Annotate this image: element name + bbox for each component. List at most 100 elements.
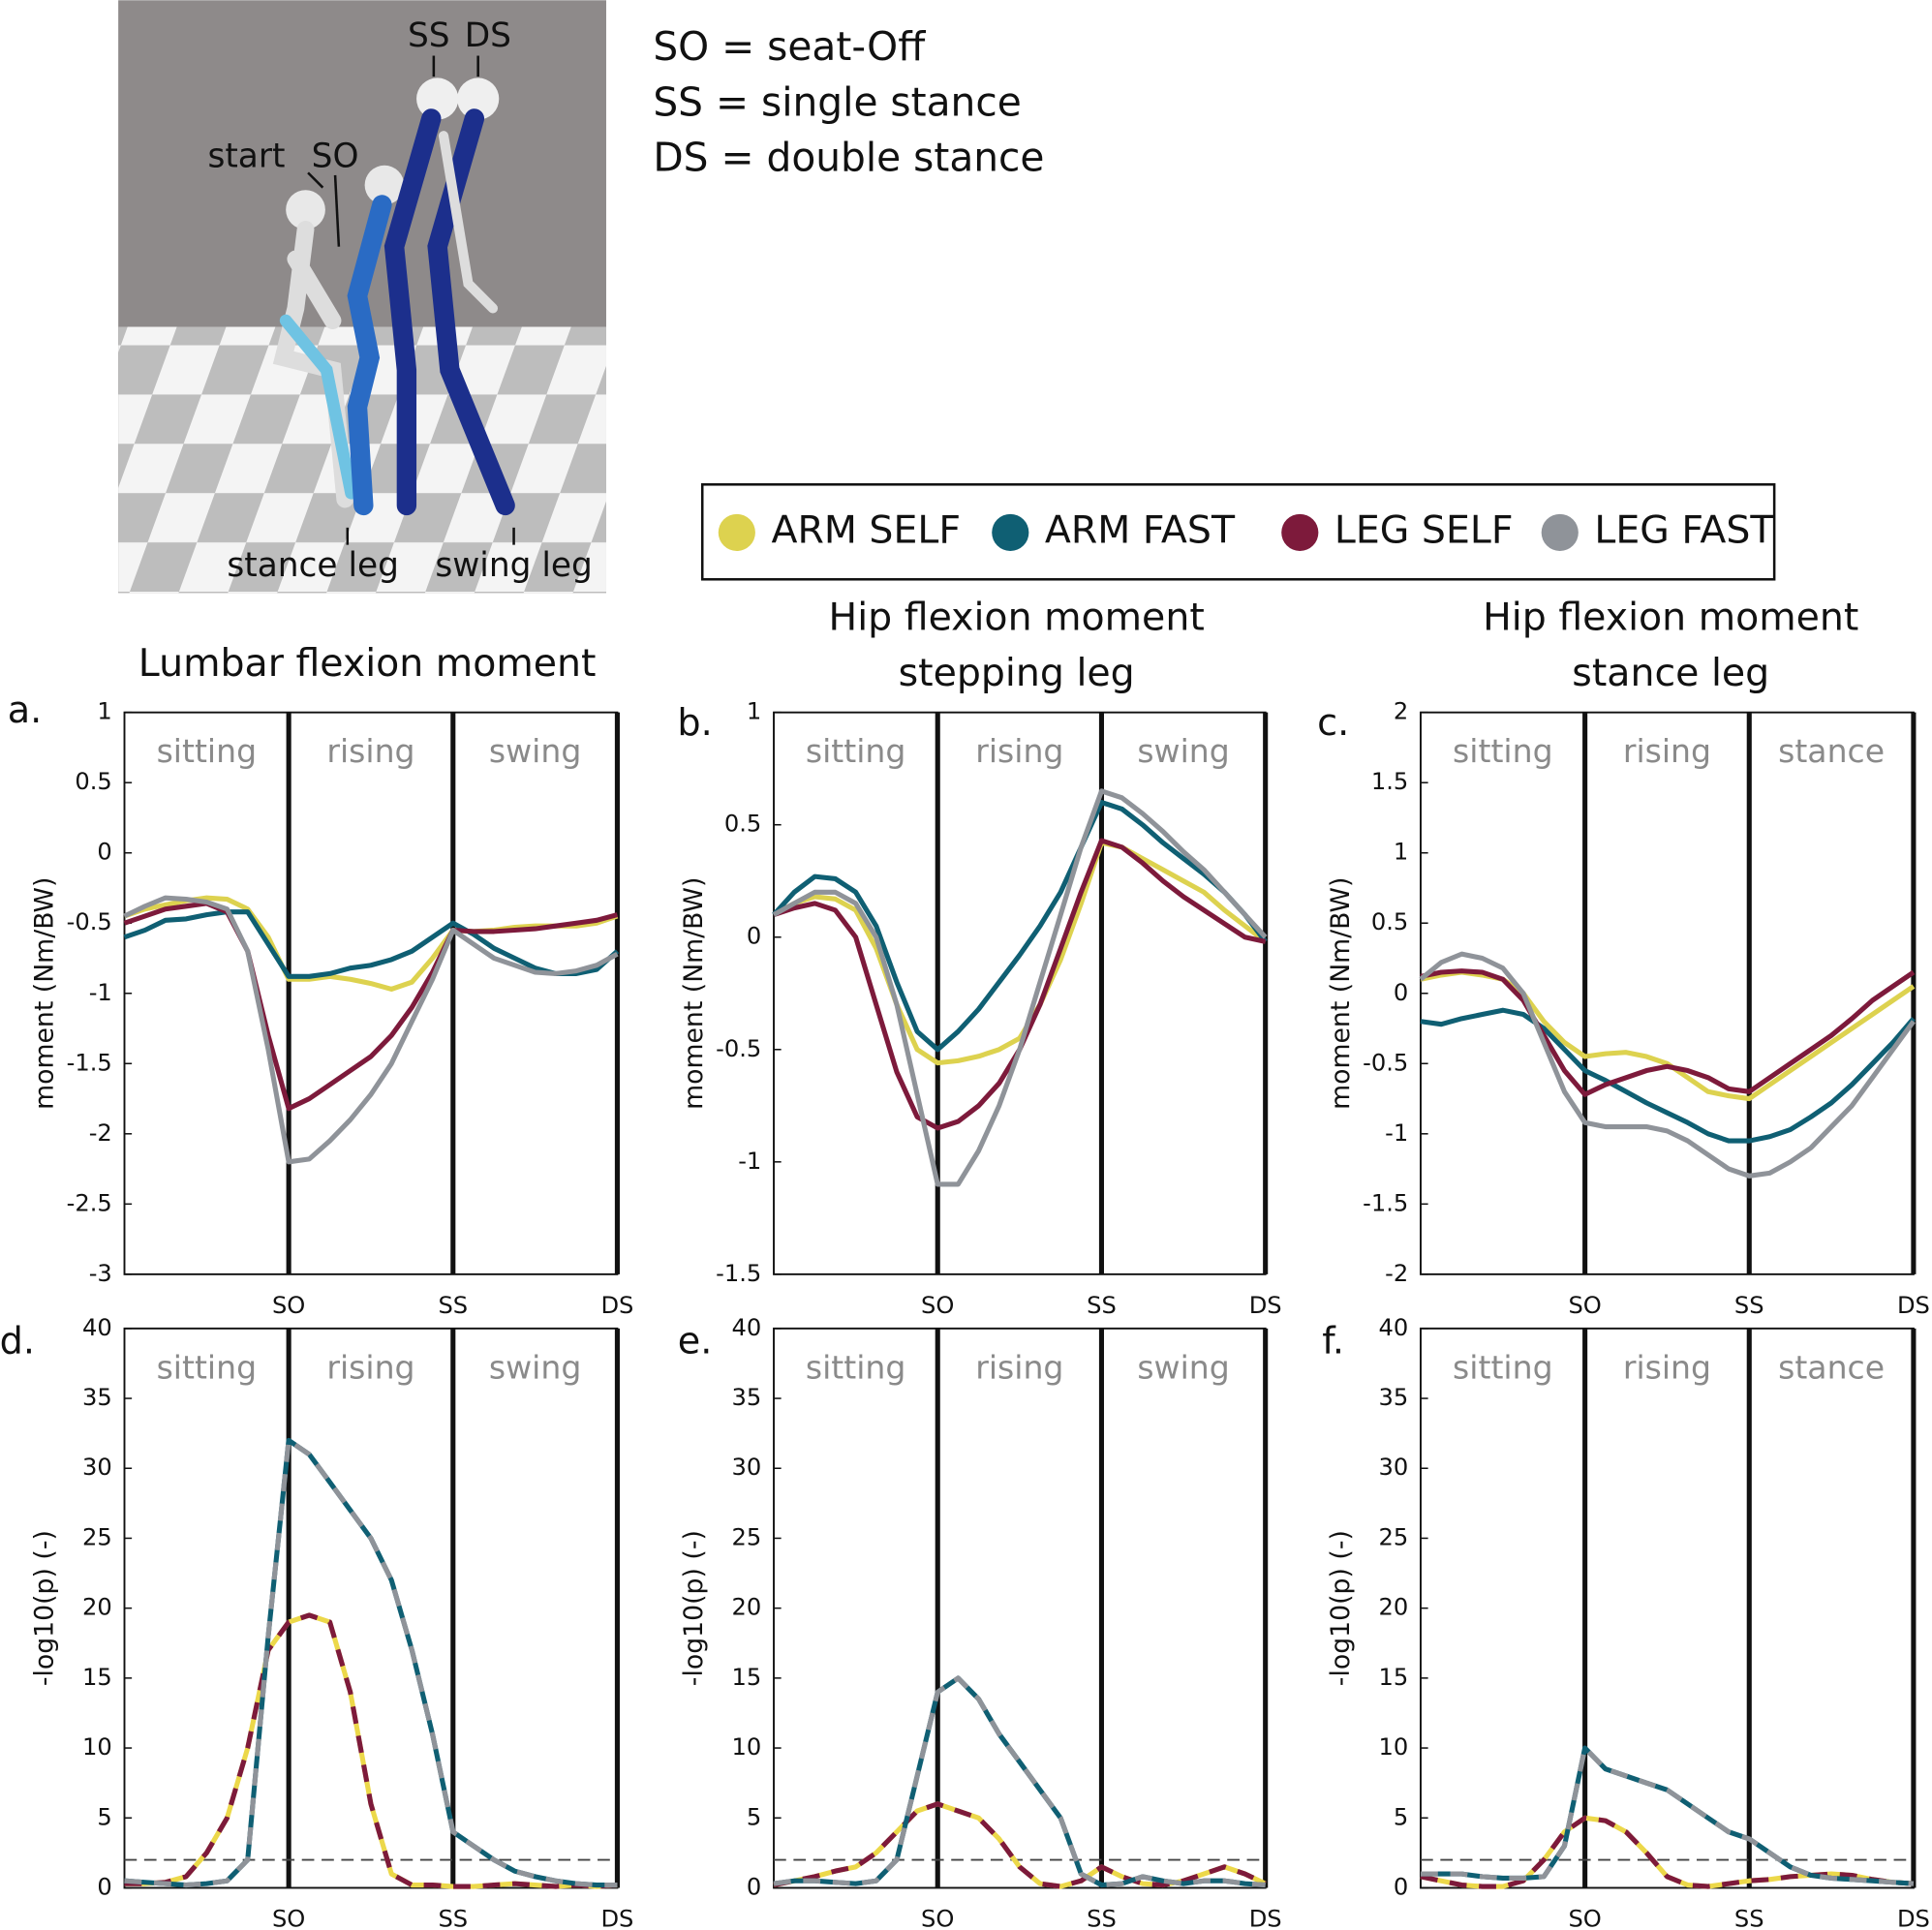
y-tick-label: 30 [732, 1454, 762, 1481]
series-line [773, 1675, 1266, 1888]
series-line [123, 901, 619, 1112]
series-line [1419, 951, 1916, 1179]
panel-letter: f. [1322, 1320, 1344, 1363]
y-tick-label: 5 [97, 1803, 111, 1830]
y-tick-label: 30 [82, 1454, 112, 1481]
x-tick-label: DS [1897, 1292, 1930, 1319]
y-tick-label: 0.5 [75, 768, 111, 795]
phase-label: stance [1778, 732, 1885, 770]
phase-label: rising [1623, 732, 1711, 770]
y-tick-label: 20 [82, 1594, 112, 1621]
y-tick-label: 15 [732, 1664, 762, 1691]
y-tick-label: 40 [732, 1314, 762, 1341]
y-tick-label: 30 [1379, 1454, 1409, 1481]
series-line [1420, 1007, 1916, 1144]
y-tick-label: 35 [1379, 1384, 1409, 1411]
phase-label: swing [1137, 1348, 1229, 1386]
x-tick-label: SS [438, 1292, 468, 1319]
y-tick-label: 35 [732, 1384, 762, 1411]
series-line-dash [773, 1675, 1266, 1888]
y-axis-label: -log10(p) (-) [1326, 1530, 1356, 1686]
y-tick-label: 40 [1379, 1314, 1409, 1341]
y-tick-label: -1 [1385, 1119, 1408, 1147]
y-axis-label: -log10(p) (-) [30, 1530, 60, 1686]
x-tick-label: DS [1249, 1906, 1282, 1930]
y-tick-label: -3 [89, 1260, 112, 1287]
x-tick-label: SO [921, 1906, 954, 1930]
y-tick-label: -0.5 [1363, 1049, 1408, 1076]
illustration-label: stance leg [227, 546, 399, 585]
phase-label: sitting [806, 1348, 906, 1386]
y-tick-label: 1 [97, 698, 111, 725]
series-line [123, 895, 619, 992]
y-tick-label: 5 [1394, 1803, 1408, 1830]
panel-letter: a. [8, 689, 43, 731]
y-tick-label: 20 [732, 1594, 762, 1621]
legend-label: ARM SELF [771, 507, 961, 552]
x-tick-label: SO [921, 1292, 954, 1319]
illustration-label: SS [408, 16, 450, 55]
y-tick-label: 10 [732, 1733, 762, 1761]
y-tick-label: -1 [89, 979, 112, 1006]
illustration-label: SO [312, 138, 359, 176]
x-tick-label: DS [1897, 1906, 1930, 1930]
phase-label: swing [489, 1348, 581, 1386]
series-line-dash [1420, 1745, 1915, 1886]
y-tick-label: -1.5 [1363, 1189, 1408, 1216]
plot-frame [773, 1327, 1267, 1889]
y-tick-label: -1.5 [716, 1260, 761, 1287]
phase-label: rising [975, 732, 1063, 770]
panel-letter: e. [678, 1320, 713, 1363]
series-line [124, 1612, 618, 1889]
y-tick-label: -2 [89, 1119, 112, 1147]
y-tick-label: 20 [1379, 1594, 1409, 1621]
chart-title: Hip flexion moment [1483, 596, 1858, 640]
phase-label: sitting [1453, 1348, 1553, 1386]
legend-marker [718, 513, 755, 551]
x-tick-label: SO [1568, 1906, 1601, 1930]
x-tick-label: SS [1087, 1292, 1117, 1319]
series-line [772, 840, 1268, 1066]
phase-label: rising [326, 1348, 414, 1386]
y-tick-label: 0 [747, 923, 761, 950]
series-line [773, 1801, 1267, 1889]
y-tick-label: 1 [747, 698, 761, 725]
phase-label: sitting [806, 732, 906, 770]
illustration-label: start [207, 138, 285, 176]
phase-label: swing [1137, 732, 1229, 770]
y-tick-label: -1.5 [67, 1049, 112, 1076]
y-tick-label: 25 [1379, 1523, 1409, 1550]
legend-box [700, 483, 1776, 581]
x-tick-label: SO [1568, 1292, 1601, 1319]
series-line [123, 909, 620, 979]
y-tick-label: 15 [82, 1664, 112, 1691]
legend-label: ARM FAST [1045, 507, 1236, 552]
x-tick-label: SO [272, 1906, 305, 1930]
series-line [1420, 968, 1916, 1097]
y-tick-label: 0.5 [1371, 908, 1408, 935]
legend-marker [992, 513, 1029, 551]
definition: SO = seat-Off [653, 23, 926, 70]
x-tick-label: DS [600, 1906, 633, 1930]
plot-frame [123, 711, 619, 1275]
series-line [123, 895, 619, 1165]
legend-label: LEG SELF [1334, 507, 1514, 552]
x-tick-label: DS [600, 1292, 633, 1319]
definition: SS = single stance [653, 78, 1021, 125]
y-tick-label: -2.5 [67, 1189, 112, 1216]
y-tick-label: -0.5 [716, 1035, 761, 1062]
series-line-dash [773, 1801, 1267, 1889]
phase-label: rising [1623, 1348, 1711, 1386]
illustration: SS DS start SO stance leg swing leg [118, 0, 606, 594]
y-tick-label: 25 [82, 1523, 112, 1550]
series-line-dash [124, 1612, 618, 1889]
panel-letter: d. [0, 1320, 35, 1363]
plot-frame [1420, 711, 1915, 1275]
series-line [1420, 1745, 1915, 1886]
phase-label: sitting [157, 732, 258, 770]
phase-label: rising [975, 1348, 1063, 1386]
y-tick-label: -2 [1385, 1260, 1408, 1287]
chart-title: stance leg [1572, 651, 1769, 695]
x-tick-label: SS [438, 1906, 468, 1930]
